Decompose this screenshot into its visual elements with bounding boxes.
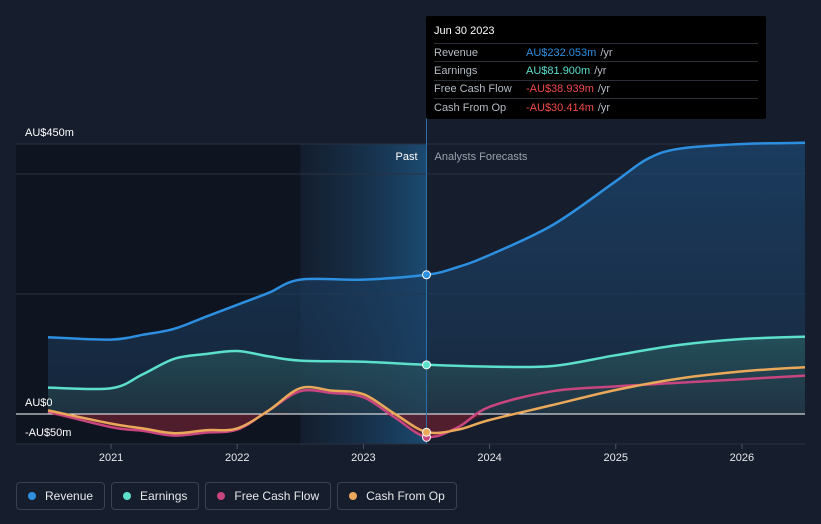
cash-from-op-line[interactable] (47, 365, 806, 435)
free-cash-flow-dot-icon (217, 492, 226, 500)
tooltip-value: -AU$38.939m (526, 83, 594, 96)
tooltip-unit: /yr (597, 101, 611, 114)
revenue-marker[interactable] (422, 270, 431, 280)
tooltip-label: Revenue (434, 46, 479, 59)
data-tooltip: Jun 30 2023 Revenue AU$232.053m /yr Earn… (426, 16, 766, 119)
x-tick-label: 2023 (351, 452, 375, 464)
tooltip-unit: /yr (597, 83, 611, 96)
tooltip-row-free-cash-flow: Free Cash Flow -AU$38.939m /yr (434, 79, 758, 98)
tooltip-unit: /yr (600, 46, 613, 59)
chart-legend: Revenue Earnings Free Cash Flow Cash Fro… (16, 482, 457, 510)
forecast-label: Analysts Forecasts (435, 151, 528, 163)
legend-item-revenue[interactable]: Revenue (16, 482, 106, 510)
tooltip-row-earnings: Earnings AU$81.900m /yr (434, 61, 758, 79)
tooltip-row-revenue: Revenue AU$232.053m /yr (434, 43, 758, 61)
earnings-dot-icon (123, 492, 132, 500)
tooltip-value: AU$81.900m (526, 65, 591, 78)
legend-item-earnings[interactable]: Earnings (111, 482, 200, 510)
legend-item-cash-from-op[interactable]: Cash From Op (337, 482, 457, 510)
tooltip-label: Cash From Op (434, 101, 507, 114)
tooltip-value: -AU$30.414m (526, 101, 594, 114)
tooltip-label: Free Cash Flow (434, 83, 512, 96)
revenue-dot-icon (28, 492, 36, 500)
tooltip-unit: /yr (594, 65, 607, 78)
cash-from-op-dot-icon (349, 492, 358, 500)
x-tick-label: 2024 (477, 452, 501, 464)
earnings-line[interactable] (47, 335, 806, 391)
legend-label: Free Cash Flow (234, 489, 320, 503)
cash-from-op-marker[interactable] (422, 427, 431, 437)
tooltip-value: AU$232.053m (526, 46, 597, 59)
x-tick-label: 2026 (730, 452, 754, 464)
tooltip-date: Jun 30 2023 (434, 25, 495, 37)
free-cash-flow-line[interactable] (47, 374, 806, 439)
past-label: Past (395, 151, 417, 163)
legend-label: Earnings (140, 489, 188, 503)
revenue-line[interactable] (47, 141, 806, 341)
tooltip-label: Earnings (434, 65, 478, 78)
x-tick-label: 2025 (604, 452, 628, 464)
tooltip-row-cash-from-op: Cash From Op -AU$30.414m /yr (434, 98, 758, 116)
legend-label: Cash From Op (366, 489, 445, 503)
x-tick-label: 2021 (99, 452, 123, 464)
earnings-marker[interactable] (422, 360, 431, 370)
x-tick-label: 2022 (225, 452, 249, 464)
legend-item-free-cash-flow[interactable]: Free Cash Flow (205, 482, 332, 510)
y-tick-label-top: AU$450m (25, 127, 74, 139)
legend-label: Revenue (45, 489, 94, 503)
y-tick-label-bottom: -AU$50m (25, 427, 71, 439)
y-tick-label-zero: AU$0 (25, 397, 53, 409)
